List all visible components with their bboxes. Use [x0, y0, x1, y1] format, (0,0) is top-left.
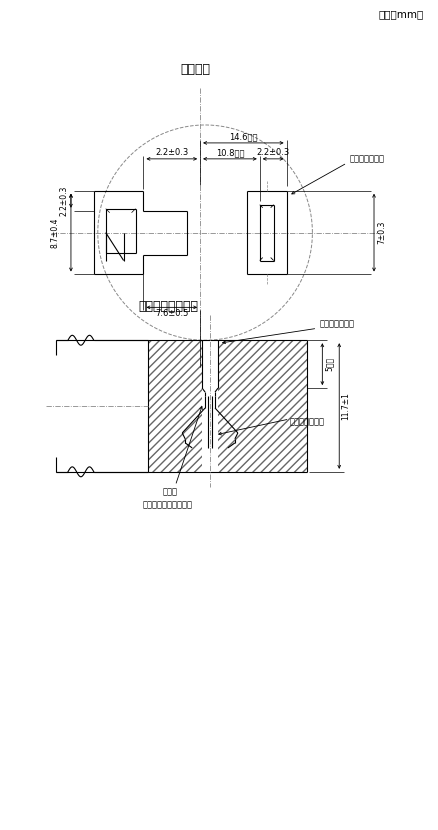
- Text: 2.2±0.3: 2.2±0.3: [257, 148, 290, 157]
- Text: 11.7±1: 11.7±1: [341, 392, 350, 420]
- Text: （単位mm）: （単位mm）: [378, 9, 424, 19]
- Text: 7.6±0.5: 7.6±0.5: [155, 310, 188, 319]
- Text: 2.2±0.3: 2.2±0.3: [60, 186, 69, 216]
- Text: 刃受け: 刃受け: [162, 488, 177, 497]
- Bar: [218, 340, 307, 471]
- Text: 刃受け穴の断面図: 刃受け穴の断面図: [138, 300, 198, 314]
- Text: 10.8以下: 10.8以下: [215, 148, 244, 157]
- Text: 刃受け穴: 刃受け穴: [180, 63, 210, 76]
- Bar: [148, 340, 202, 471]
- Text: 2.2±0.3: 2.2±0.3: [155, 148, 188, 157]
- Text: 14.6以上: 14.6以上: [229, 132, 258, 141]
- Text: （形状は一例を示す）: （形状は一例を示す）: [142, 500, 192, 510]
- Text: ボッチの中心線: ボッチの中心線: [290, 417, 325, 427]
- Text: 面取りすること: 面取りすること: [319, 320, 354, 329]
- Text: 7±0.3: 7±0.3: [377, 221, 386, 244]
- Text: 5以上: 5以上: [324, 357, 333, 371]
- Text: 面取りすること: 面取りすること: [349, 154, 384, 164]
- Text: 8.7±0.4: 8.7±0.4: [50, 217, 59, 248]
